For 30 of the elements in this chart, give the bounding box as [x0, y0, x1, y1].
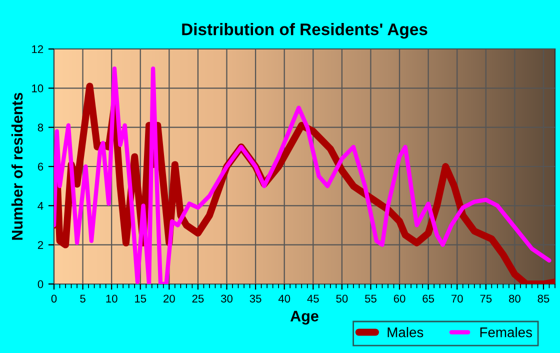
x-tick-label: 65: [422, 294, 434, 303]
x-tick-label: 75: [480, 294, 492, 303]
y-tick-label: 8: [38, 124, 44, 132]
y-tick-label: 2: [38, 241, 44, 249]
y-tick-label: 6: [38, 162, 44, 171]
x-tick-label: 10: [106, 294, 118, 303]
x-tick-label: 30: [221, 294, 233, 303]
x-tick-label: 85: [538, 294, 550, 303]
x-tick-label: 15: [135, 294, 146, 303]
x-tick-label: 20: [164, 294, 175, 303]
x-tick-label: 35: [250, 294, 262, 303]
x-tick-label: 50: [336, 294, 348, 303]
y-tick-label: 4: [38, 202, 44, 210]
y-tick-label: 10: [32, 84, 44, 92]
chart-title: Distribution of Residents' Ages: [182, 23, 428, 39]
x-tick-label: 5: [80, 294, 86, 303]
legend-label: Males: [388, 327, 424, 338]
x-axis-title: Age: [290, 310, 318, 325]
x-tick-label: 40: [278, 294, 290, 303]
y-tick-label: 0: [38, 280, 44, 288]
x-tick-label: 70: [451, 294, 463, 303]
x-tick-label: 45: [307, 294, 319, 303]
x-tick-label: 25: [192, 294, 204, 303]
y-tick-label: 12: [32, 45, 44, 54]
legend-label: Females: [480, 327, 532, 338]
x-tick-label: 80: [508, 294, 520, 303]
x-tick-label: 60: [394, 294, 406, 303]
x-tick-label: 0: [51, 294, 57, 303]
x-tick-label: 55: [364, 294, 376, 303]
y-axis-title: Number of residents: [11, 92, 23, 240]
